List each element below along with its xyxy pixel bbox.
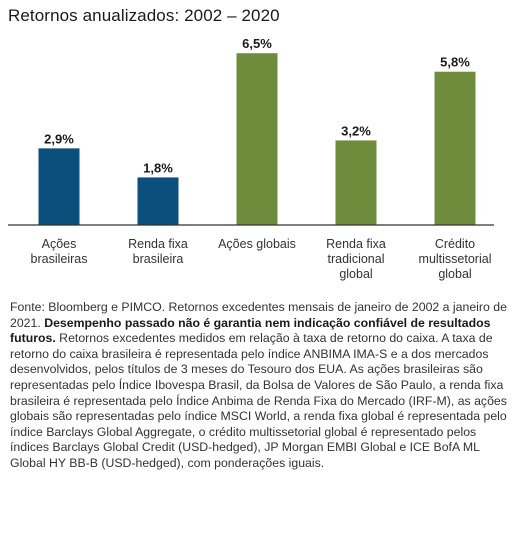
- category-label-1-line-1: Ações: [42, 237, 77, 251]
- bar-value-label-2: 1,8%: [143, 160, 173, 175]
- footnote-text-details: Retornos excedentes medidos em relação à…: [10, 331, 507, 470]
- footnote-disclaimer: Desempenho passado não é garantia nem in…: [10, 315, 491, 346]
- bar-chart: 2,9% Ações brasileiras 1,8% Renda fixa brasil…: [0, 30, 518, 292]
- bar-5: [434, 71, 476, 225]
- bar-value-label-1: 2,9%: [44, 131, 74, 146]
- bar-2: [137, 177, 179, 225]
- category-label-4-line-1: Renda fixa: [326, 237, 386, 251]
- bar-1: [38, 148, 80, 225]
- chart-title: Retornos anualizados: 2002 – 2020: [8, 6, 280, 25]
- category-label-5-line-1: Crédito: [435, 237, 475, 251]
- bar-value-label-5: 5,8%: [440, 55, 470, 70]
- category-label-1-line-2: brasileiras: [31, 252, 88, 266]
- category-label-4-line-2: tradicional: [328, 252, 385, 266]
- bar-3: [236, 53, 278, 225]
- bar-value-label-4: 3,2%: [341, 123, 371, 138]
- category-label-5-line-2: multissetorial: [419, 252, 492, 266]
- category-label-2-line-2: brasileira: [133, 252, 184, 266]
- bar-value-label-3: 6,5%: [242, 36, 272, 51]
- category-label-4-line-3: global: [339, 267, 372, 281]
- category-label-5-line-3: global: [438, 267, 471, 281]
- footnote: Fonte: Bloomberg e PIMCO. Retornos exced…: [10, 300, 508, 472]
- footnote-text-intro: Fonte: Bloomberg e PIMCO. Retornos exced…: [10, 300, 507, 330]
- bar-4: [335, 140, 377, 225]
- category-label-3-line-1: Ações globais: [218, 237, 296, 251]
- category-label-2-line-1: Renda fixa: [128, 237, 188, 251]
